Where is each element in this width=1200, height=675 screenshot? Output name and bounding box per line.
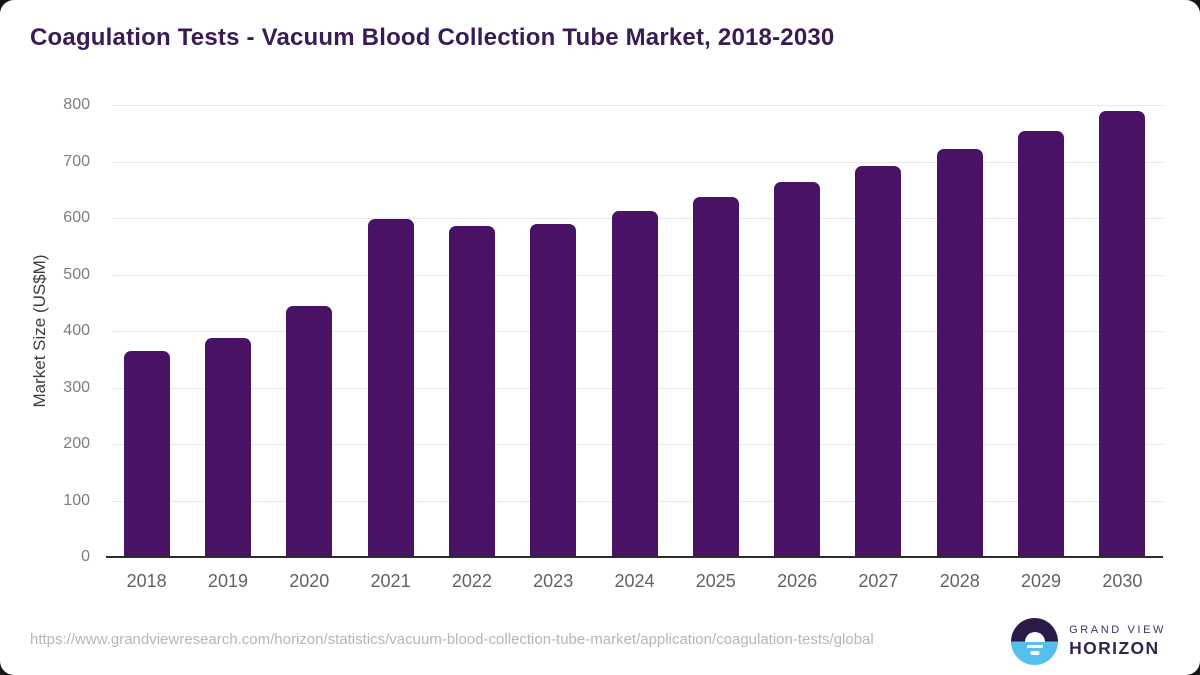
brand-logo: GRAND VIEW HORIZON bbox=[1011, 618, 1166, 665]
x-tick-label-2024: 2024 bbox=[614, 571, 655, 591]
bar-2022 bbox=[448, 226, 495, 557]
bar-2024 bbox=[611, 210, 658, 557]
x-tick-label-2026: 2026 bbox=[777, 571, 818, 591]
source-url: https://www.grandviewresearch.com/horizo… bbox=[30, 631, 874, 648]
sunrise-reflection-bar-2 bbox=[1030, 651, 1040, 655]
x-tick-label-2019: 2019 bbox=[207, 571, 248, 591]
x-tick-label-2030: 2030 bbox=[1102, 571, 1143, 591]
brand-name-bottom: HORIZON bbox=[1069, 638, 1160, 659]
horizon-sunrise-icon bbox=[1011, 618, 1059, 665]
bar-2027 bbox=[855, 166, 902, 557]
gridline-800 bbox=[113, 105, 1163, 106]
x-tick-label-2027: 2027 bbox=[858, 571, 899, 591]
bar-2026 bbox=[774, 181, 821, 557]
y-tick-label-200: 200 bbox=[63, 435, 90, 452]
bar-2025 bbox=[692, 196, 739, 557]
x-tick-label-2028: 2028 bbox=[939, 571, 980, 591]
plot-area: 0 100 200 300 400 500 600 700 800 2018 2019 2020 202… bbox=[63, 96, 1163, 591]
y-tick-label-300: 300 bbox=[63, 378, 90, 396]
y-tick-label-600: 600 bbox=[63, 209, 90, 226]
x-tick-label-2023: 2023 bbox=[533, 571, 574, 591]
brand-text: GRAND VIEW HORIZON bbox=[1069, 625, 1166, 658]
x-tick-label-2018: 2018 bbox=[126, 571, 167, 591]
bar-2019 bbox=[204, 338, 251, 557]
bar-2021 bbox=[367, 218, 414, 557]
y-tick-label-800: 800 bbox=[63, 96, 90, 113]
sunrise-reflection-bar-1 bbox=[1026, 644, 1043, 648]
brand-name-top: GRAND VIEW bbox=[1069, 624, 1166, 637]
bar-2020 bbox=[286, 305, 333, 557]
x-axis-line bbox=[106, 556, 1163, 558]
y-tick-label-700: 700 bbox=[63, 152, 90, 170]
y-axis-title: Market Size (US$M) bbox=[30, 254, 49, 408]
y-tick-label-0: 0 bbox=[81, 548, 90, 565]
x-tick-label-2029: 2029 bbox=[1021, 571, 1062, 591]
y-tick-label-100: 100 bbox=[63, 491, 90, 509]
y-tick-label-400: 400 bbox=[63, 322, 90, 339]
x-tick-label-2022: 2022 bbox=[451, 571, 492, 591]
y-tick-label-500: 500 bbox=[63, 265, 90, 283]
bar-2030 bbox=[1099, 111, 1146, 557]
x-tick-label-2025: 2025 bbox=[695, 571, 736, 591]
chart-title: Coagulation Tests - Vacuum Blood Collect… bbox=[30, 24, 835, 51]
bar-2028 bbox=[936, 148, 983, 557]
bar-2029 bbox=[1018, 131, 1065, 557]
x-tick-label-2020: 2020 bbox=[289, 571, 330, 591]
bar-2023 bbox=[530, 223, 577, 557]
sunrise-dome-shape bbox=[1024, 631, 1045, 642]
gridline-700 bbox=[113, 161, 1163, 163]
bar-2018 bbox=[123, 350, 170, 557]
x-tick-label-2021: 2021 bbox=[370, 571, 411, 591]
